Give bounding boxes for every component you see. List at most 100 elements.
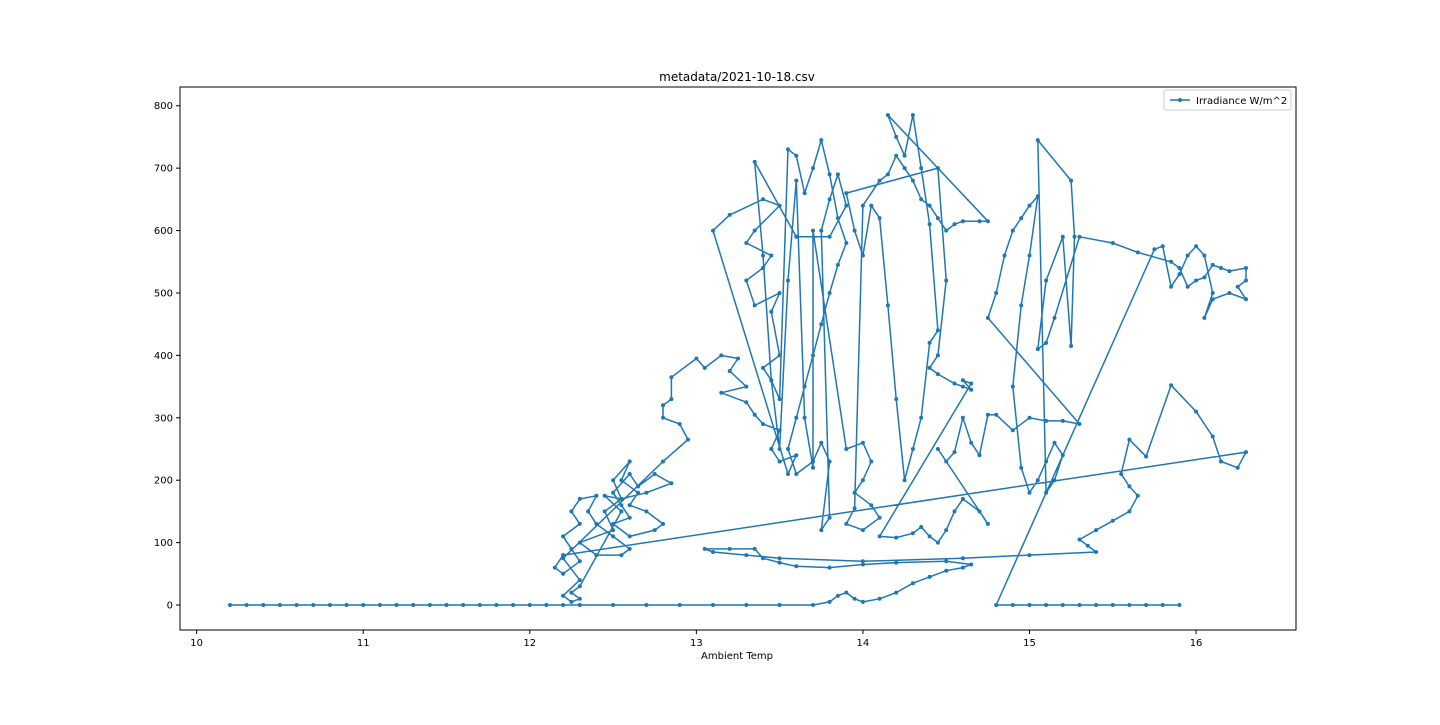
data-point: [1244, 297, 1248, 302]
data-point: [611, 490, 616, 495]
data-point: [877, 216, 882, 221]
legend-label: Irradiance W/m^2: [1196, 96, 1287, 107]
data-point: [794, 472, 799, 476]
data-point: [786, 447, 790, 451]
data-point: [977, 509, 982, 514]
data-point: [619, 478, 624, 483]
data-point: [1144, 603, 1149, 607]
data-point: [819, 322, 824, 327]
data-point: [844, 203, 849, 208]
data-point: [1010, 228, 1015, 233]
data-point: [844, 590, 849, 595]
data-point: [1010, 428, 1015, 433]
data-point: [1027, 603, 1032, 607]
data-point: [1019, 216, 1024, 221]
data-point: [1094, 550, 1099, 554]
data-point: [827, 565, 832, 570]
data-point: [877, 596, 882, 601]
data-point: [761, 253, 765, 258]
data-point: [869, 459, 874, 464]
data-point: [394, 603, 399, 607]
data-point: [569, 509, 574, 514]
data-point: [761, 197, 765, 202]
data-point: [885, 303, 890, 308]
data-point: [1194, 278, 1199, 283]
data-point: [919, 166, 924, 171]
y-tick-label: 800: [154, 101, 173, 112]
data-point: [927, 222, 932, 227]
data-point: [1060, 453, 1065, 458]
data-point: [1019, 465, 1024, 470]
data-point: [1210, 297, 1215, 302]
data-point: [586, 509, 591, 514]
data-point: [544, 603, 549, 607]
data-point: [977, 219, 982, 224]
data-point: [1060, 234, 1065, 239]
x-tick-label: 10: [190, 638, 203, 649]
data-point: [894, 153, 899, 158]
data-point: [1035, 194, 1040, 199]
data-point: [1244, 266, 1248, 270]
data-point: [985, 412, 990, 417]
x-tick-label: 11: [357, 638, 370, 649]
data-point: [244, 603, 249, 607]
data-point: [652, 472, 657, 476]
data-point: [1177, 603, 1182, 607]
data-point: [444, 603, 449, 607]
data-point: [1127, 603, 1132, 607]
data-point: [885, 172, 890, 177]
data-point: [794, 178, 799, 183]
y-tick-label: 600: [154, 226, 173, 237]
data-point: [761, 266, 765, 270]
data-point: [577, 521, 582, 526]
y-tick-label: 0: [167, 601, 173, 612]
data-point: [860, 528, 865, 533]
data-point: [960, 556, 965, 561]
data-point: [894, 560, 899, 565]
data-point: [960, 565, 965, 570]
data-point: [711, 228, 715, 233]
data-point: [1135, 493, 1140, 498]
data-point: [1244, 450, 1248, 455]
data-point: [811, 166, 815, 171]
data-point: [1002, 253, 1007, 258]
data-point: [377, 603, 382, 607]
data-point: [611, 521, 616, 526]
data-point: [1169, 383, 1174, 388]
data-point: [827, 234, 832, 239]
x-tick-label: 12: [523, 638, 536, 649]
x-tick-label: 13: [690, 638, 703, 649]
data-point: [619, 503, 624, 508]
data-point: [811, 459, 815, 464]
data-point: [1027, 490, 1032, 495]
data-point: [919, 525, 924, 529]
data-point: [1177, 266, 1182, 270]
data-point: [960, 378, 965, 383]
data-point: [677, 603, 682, 607]
data-point: [944, 228, 949, 233]
data-point: [1202, 275, 1207, 280]
data-point: [894, 590, 899, 595]
data-point: [702, 546, 707, 551]
data-point: [860, 203, 865, 208]
data-point: [777, 353, 782, 358]
data-point: [969, 381, 974, 386]
data-point: [611, 478, 616, 483]
data-point: [844, 521, 849, 526]
data-point: [602, 509, 607, 514]
data-point: [827, 459, 832, 464]
data-point: [644, 509, 649, 514]
data-point: [527, 603, 532, 607]
data-point: [1077, 537, 1082, 542]
data-point: [1127, 437, 1132, 442]
data-point: [910, 531, 915, 536]
data-point: [1152, 247, 1157, 252]
data-point: [794, 415, 799, 420]
data-point: [577, 584, 582, 589]
data-point: [835, 593, 840, 598]
data-point: [1219, 266, 1223, 270]
data-point: [935, 328, 940, 333]
data-point: [819, 138, 824, 143]
data-point: [1119, 472, 1124, 476]
